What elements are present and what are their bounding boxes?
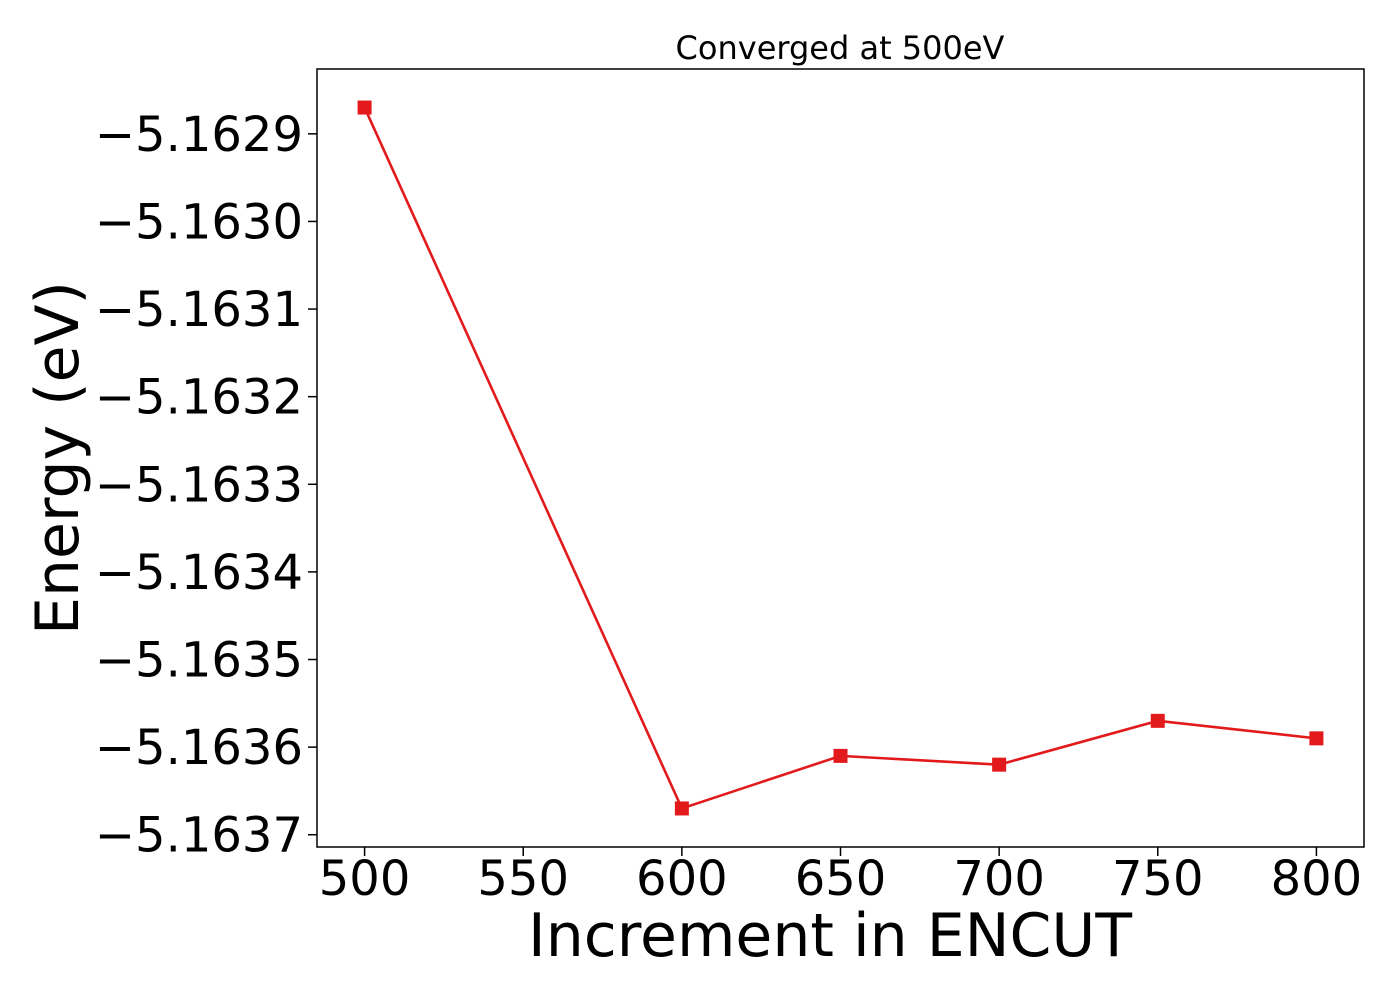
x-tick-label: 600 [636,851,728,907]
series-line [363,107,1317,811]
x-tick-label: 650 [795,851,887,907]
y-tick-label: −5.1630 [95,194,303,250]
x-axis-label: Increment in ENCUT [528,901,1132,971]
data-point-marker [357,100,372,115]
y-tick-label: −5.1633 [95,457,303,513]
x-tick-label: 550 [477,851,569,907]
y-tick-label: −5.1632 [95,370,303,426]
y-tick-label: −5.1635 [95,633,303,689]
x-tick-label: 500 [319,851,411,907]
data-point-marker [833,748,848,763]
plot-area [316,68,1365,848]
y-axis-label: Energy (eV) [23,281,93,635]
data-point-marker [1309,731,1324,746]
x-tick-label: 700 [953,851,1045,907]
data-point-marker [992,757,1007,772]
y-tick-label: −5.1629 [95,107,303,163]
data-point-marker [674,801,689,816]
y-tick-label: −5.1637 [95,808,303,864]
x-axis: 500 550 600 650 700 750 800 [319,847,1362,907]
x-tick-label: 800 [1271,851,1363,907]
x-tick-label: 750 [1112,851,1204,907]
series-group [357,100,1324,816]
chart-title: Converged at 500eV [676,29,1005,67]
y-tick-label: −5.1631 [95,282,303,338]
y-tick-label: −5.1636 [95,720,303,776]
y-tick-label: −5.1634 [95,545,303,601]
y-axis: −5.1629 −5.1630 −5.1631 −5.1632 −5.1633 −5.16… [95,107,317,864]
data-point-marker [1150,713,1165,728]
